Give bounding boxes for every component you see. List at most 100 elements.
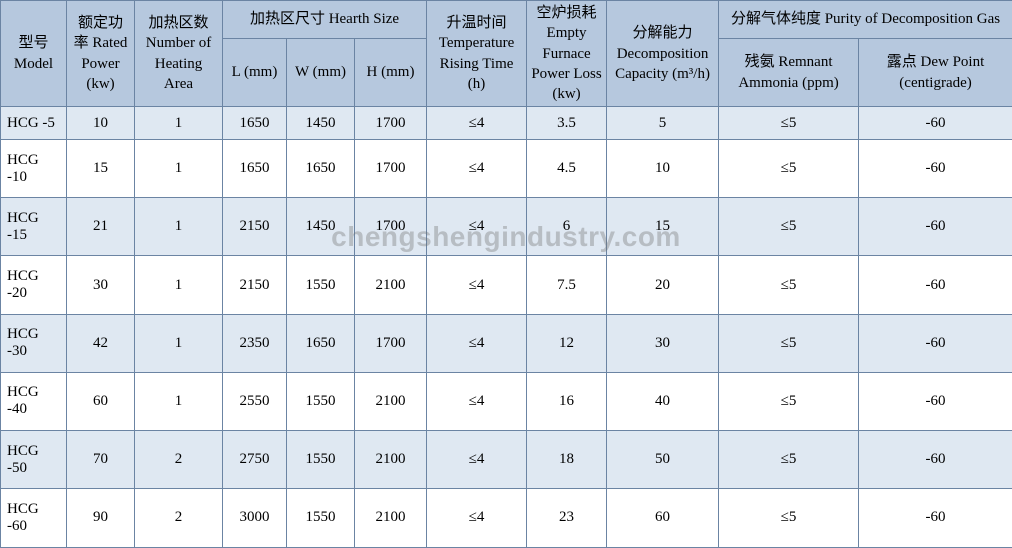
col-decomp-cap: 分解能力 Decomposition Capacity (m³/h) <box>607 1 719 107</box>
cell-rise_time: ≤4 <box>427 107 527 140</box>
cell-H: 2100 <box>355 256 427 314</box>
cell-model: HCG -30 <box>1 314 67 372</box>
cell-H: 2100 <box>355 431 427 489</box>
cell-rise_time: ≤4 <box>427 372 527 430</box>
col-w: W (mm) <box>287 38 355 106</box>
col-dew-point: 露点 Dew Point (centigrade) <box>859 38 1012 106</box>
table-row: HCG -30421235016501700≤41230≤5-60 <box>1 314 1012 372</box>
cell-empty_loss: 7.5 <box>527 256 607 314</box>
col-model: 型号 Model <box>1 1 67 107</box>
cell-rated_power: 15 <box>67 140 135 198</box>
cell-model: HCG -15 <box>1 198 67 256</box>
cell-decomp_cap: 40 <box>607 372 719 430</box>
cell-remnant_nh3: ≤5 <box>719 198 859 256</box>
cell-L: 2350 <box>223 314 287 372</box>
cell-L: 1650 <box>223 107 287 140</box>
cell-remnant_nh3: ≤5 <box>719 140 859 198</box>
col-hearth-group: 加热区尺寸 Hearth Size <box>223 1 427 39</box>
cell-remnant_nh3: ≤5 <box>719 372 859 430</box>
col-rated-power: 额定功率 Rated Power (kw) <box>67 1 135 107</box>
cell-heating_area: 1 <box>135 256 223 314</box>
cell-heating_area: 1 <box>135 314 223 372</box>
cell-decomp_cap: 5 <box>607 107 719 140</box>
table-row: HCG -15211215014501700≤4615≤5-60 <box>1 198 1012 256</box>
cell-heating_area: 1 <box>135 372 223 430</box>
cell-H: 1700 <box>355 140 427 198</box>
cell-W: 1550 <box>287 372 355 430</box>
cell-rise_time: ≤4 <box>427 489 527 547</box>
cell-heating_area: 1 <box>135 140 223 198</box>
table-row: HCG -5101165014501700≤43.55≤5-60 <box>1 107 1012 140</box>
cell-W: 1550 <box>287 256 355 314</box>
cell-dew_point: -60 <box>859 256 1012 314</box>
cell-decomp_cap: 60 <box>607 489 719 547</box>
cell-remnant_nh3: ≤5 <box>719 314 859 372</box>
cell-empty_loss: 18 <box>527 431 607 489</box>
col-l: L (mm) <box>223 38 287 106</box>
table-row: HCG -10151165016501700≤44.510≤5-60 <box>1 140 1012 198</box>
cell-dew_point: -60 <box>859 140 1012 198</box>
cell-heating_area: 1 <box>135 198 223 256</box>
cell-rated_power: 21 <box>67 198 135 256</box>
col-heating-area: 加热区数 Number of Heating Area <box>135 1 223 107</box>
cell-decomp_cap: 10 <box>607 140 719 198</box>
cell-W: 1650 <box>287 140 355 198</box>
cell-decomp_cap: 15 <box>607 198 719 256</box>
cell-L: 2550 <box>223 372 287 430</box>
table-header: 型号 Model 额定功率 Rated Power (kw) 加热区数 Numb… <box>1 1 1012 107</box>
cell-remnant_nh3: ≤5 <box>719 256 859 314</box>
cell-rise_time: ≤4 <box>427 314 527 372</box>
col-empty-loss: 空炉损耗 Empty Furnace Power Loss (kw) <box>527 1 607 107</box>
cell-model: HCG -5 <box>1 107 67 140</box>
cell-H: 2100 <box>355 372 427 430</box>
cell-rise_time: ≤4 <box>427 431 527 489</box>
cell-heating_area: 1 <box>135 107 223 140</box>
table-container: 型号 Model 额定功率 Rated Power (kw) 加热区数 Numb… <box>0 0 1012 512</box>
table-body: HCG -5101165014501700≤43.55≤5-60HCG -101… <box>1 107 1012 547</box>
cell-rated_power: 30 <box>67 256 135 314</box>
cell-rise_time: ≤4 <box>427 140 527 198</box>
cell-decomp_cap: 30 <box>607 314 719 372</box>
col-purity-group: 分解气体纯度 Purity of Decomposition Gas <box>719 1 1012 39</box>
table-row: HCG -20301215015502100≤47.520≤5-60 <box>1 256 1012 314</box>
cell-remnant_nh3: ≤5 <box>719 489 859 547</box>
cell-empty_loss: 3.5 <box>527 107 607 140</box>
cell-W: 1550 <box>287 489 355 547</box>
cell-empty_loss: 23 <box>527 489 607 547</box>
cell-empty_loss: 6 <box>527 198 607 256</box>
cell-remnant_nh3: ≤5 <box>719 107 859 140</box>
cell-dew_point: -60 <box>859 431 1012 489</box>
cell-rated_power: 90 <box>67 489 135 547</box>
cell-W: 1450 <box>287 198 355 256</box>
cell-L: 2750 <box>223 431 287 489</box>
cell-remnant_nh3: ≤5 <box>719 431 859 489</box>
table-row: HCG -40601255015502100≤41640≤5-60 <box>1 372 1012 430</box>
cell-model: HCG -40 <box>1 372 67 430</box>
cell-empty_loss: 12 <box>527 314 607 372</box>
cell-rise_time: ≤4 <box>427 198 527 256</box>
cell-rated_power: 60 <box>67 372 135 430</box>
cell-rated_power: 42 <box>67 314 135 372</box>
cell-dew_point: -60 <box>859 107 1012 140</box>
cell-rated_power: 10 <box>67 107 135 140</box>
cell-L: 2150 <box>223 256 287 314</box>
col-h: H (mm) <box>355 38 427 106</box>
cell-model: HCG -10 <box>1 140 67 198</box>
cell-H: 1700 <box>355 314 427 372</box>
cell-dew_point: -60 <box>859 314 1012 372</box>
cell-W: 1450 <box>287 107 355 140</box>
cell-heating_area: 2 <box>135 431 223 489</box>
cell-dew_point: -60 <box>859 372 1012 430</box>
cell-dew_point: -60 <box>859 198 1012 256</box>
col-remnant-nh3: 残氨 Remnant Ammonia (ppm) <box>719 38 859 106</box>
cell-W: 1650 <box>287 314 355 372</box>
cell-H: 1700 <box>355 107 427 140</box>
table-row: HCG -50702275015502100≤41850≤5-60 <box>1 431 1012 489</box>
cell-empty_loss: 4.5 <box>527 140 607 198</box>
cell-L: 3000 <box>223 489 287 547</box>
cell-L: 2150 <box>223 198 287 256</box>
cell-L: 1650 <box>223 140 287 198</box>
cell-empty_loss: 16 <box>527 372 607 430</box>
col-rise-time: 升温时间 Temperature Rising Time (h) <box>427 1 527 107</box>
cell-H: 1700 <box>355 198 427 256</box>
